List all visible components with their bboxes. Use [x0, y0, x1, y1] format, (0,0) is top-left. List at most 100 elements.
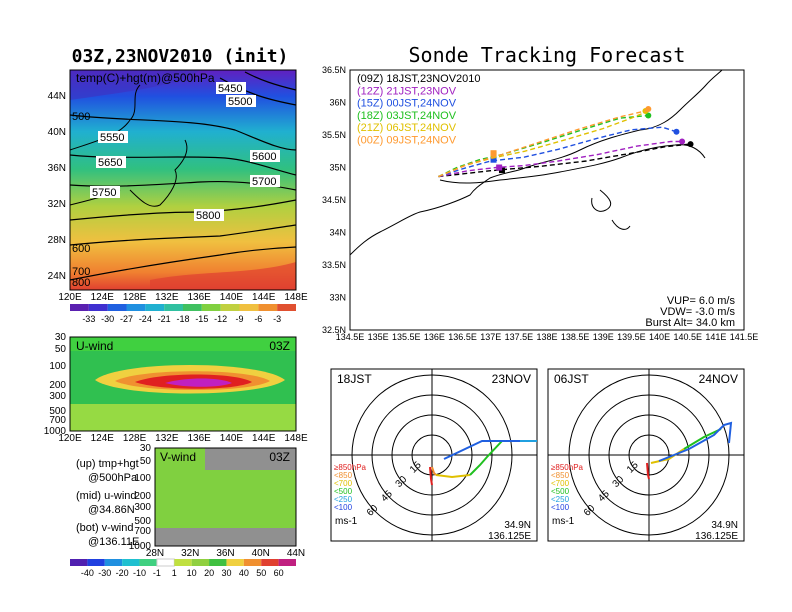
temp-panel-annotation: temp(C)+hgt(m)@500hPa	[76, 71, 215, 85]
v-colorbar-tick: -20	[116, 568, 129, 578]
v-colorbar-tick: -40	[81, 568, 94, 578]
v-colorbar-swatch	[261, 559, 279, 566]
temp-y-tick: 40N	[48, 127, 66, 138]
contour-label-bg	[90, 186, 120, 198]
contour-label: 5650	[98, 157, 122, 169]
param-vdw: VDW= -3.0 m/s	[660, 306, 735, 318]
track-marker-dot	[673, 128, 680, 135]
track-marker-dot	[679, 138, 686, 145]
v-y-tick: 30	[140, 443, 152, 454]
temp-y-tick: 32N	[48, 199, 66, 210]
param-vup: VUP= 6.0 m/s	[667, 295, 736, 307]
v-colorbar-swatch	[104, 559, 123, 566]
track-map-axes: 134.5E 135E 135.5E 136E 136.5E 137E 137.5E 138E…	[322, 65, 758, 342]
contour-label: 5800	[196, 210, 220, 222]
hodograph-legend-entry: <100	[551, 503, 570, 512]
v-colorbar-swatch	[156, 558, 175, 567]
colorbar-swatch	[88, 304, 108, 311]
colorbar-swatch	[201, 304, 221, 311]
v-x-tick: 40N	[252, 548, 270, 559]
hodograph-legend-entry: <850	[334, 471, 353, 480]
track-x-tick: 136E	[424, 332, 445, 342]
v-x-tick: 36N	[216, 548, 234, 559]
hodograph-segment	[435, 474, 471, 479]
track-y-tick: 32.5N	[322, 325, 346, 335]
hodograph-legend-entry: <500	[334, 487, 353, 496]
temp-x-tick: 136E	[187, 292, 211, 303]
track-y-tick: 35.5N	[322, 130, 346, 140]
v-wind-time: 03Z	[269, 450, 290, 464]
v-y-tick: 500	[134, 516, 151, 527]
temp-x-tick: 120E	[58, 292, 82, 303]
temp-x-tick: 128E	[123, 292, 147, 303]
track-marker-square	[496, 164, 503, 171]
colorbar-tick: -24	[139, 314, 152, 324]
v-x-tick: 44N	[287, 548, 305, 559]
contour-label: 5700	[252, 176, 276, 188]
hodograph-segment	[443, 440, 520, 460]
hodograph-legend-entry: <100	[334, 503, 353, 512]
track-marker-square	[490, 150, 497, 157]
hodograph-right-label: 23NOV	[492, 372, 531, 386]
colorbar-swatch	[70, 304, 89, 311]
v-x-tick: 28N	[146, 548, 164, 559]
colorbar-tick: -6	[254, 314, 262, 324]
hodograph-segment	[469, 440, 503, 476]
track-x-tick: 137.5E	[505, 332, 534, 342]
u-wind-title: U-wind	[76, 339, 113, 353]
v-colorbar-tick: 30	[221, 568, 231, 578]
edge-contour-label: 800	[72, 277, 90, 289]
right-title: Sonde Tracking Forecast	[409, 43, 686, 67]
temp-x-tick: 140E	[220, 292, 244, 303]
colorbar-swatch	[183, 304, 202, 311]
colorbar-swatch	[239, 304, 259, 311]
hodograph-segment	[683, 428, 722, 450]
hodograph-trace	[429, 440, 537, 486]
v-colorbar-swatch	[139, 559, 157, 566]
track-line	[438, 126, 677, 178]
edge-contour-label: 700	[72, 266, 90, 278]
colorbar-swatch	[126, 304, 146, 311]
u-wind-lower-band	[70, 404, 296, 431]
temp-x-tick: 148E	[284, 292, 308, 303]
v-y-tick: 1000	[129, 541, 152, 552]
hodograph-segment	[431, 466, 437, 476]
u-y-tick: 300	[49, 391, 66, 402]
hodograph-legend-entry: <250	[551, 495, 570, 504]
temp-x-tick: 124E	[91, 292, 115, 303]
track-x-tick: 140E	[649, 332, 670, 342]
temp-y-tick: 36N	[48, 163, 66, 174]
note-bot-label: (bot) v-wind	[76, 522, 133, 534]
track-x-tick: 135.5E	[392, 332, 421, 342]
hodograph-location-lat: 34.9N	[711, 520, 738, 531]
colorbar-tick: -9	[235, 314, 243, 324]
note-mid-level: @34.86N	[88, 504, 135, 516]
temp-axes: 120E 124E 128E 132E 136E 140E 144E 148E 24N 28N 32…	[48, 91, 308, 303]
v-colorbar-tick: 60	[274, 568, 284, 578]
hodograph-rings	[331, 369, 537, 541]
v-y-tick: 700	[134, 526, 151, 537]
colorbar-swatch	[107, 304, 127, 311]
v-colorbar-tick: 10	[187, 568, 197, 578]
hodograph-segment	[646, 462, 650, 480]
u-wind-frame	[69, 336, 297, 432]
track-x-tick: 139.5E	[617, 332, 646, 342]
u-y-tick: 1000	[44, 426, 67, 437]
track-legend: (09Z) 18JST,23NOV2010(12Z) 21JST,23NOV(1…	[357, 73, 481, 147]
contour-label-bg	[194, 209, 224, 221]
track-map-frame	[349, 69, 745, 331]
track-y-tick: 34N	[329, 228, 346, 238]
track-y-tick: 33.5N	[322, 260, 346, 270]
v-colorbar-tick: 40	[239, 568, 249, 578]
u-wind-time: 03Z	[269, 339, 290, 353]
colorbar-swatch	[258, 304, 278, 311]
v-colorbar-tick: 20	[204, 568, 214, 578]
u-x-tick: 132E	[155, 433, 179, 444]
track-y-tick: 34.5N	[322, 195, 346, 205]
colorbar-tick: -33	[82, 314, 95, 324]
temp-y-tick: 44N	[48, 91, 66, 102]
v-wind-title: V-wind	[160, 450, 196, 464]
u-wind-upper-band	[70, 337, 296, 351]
